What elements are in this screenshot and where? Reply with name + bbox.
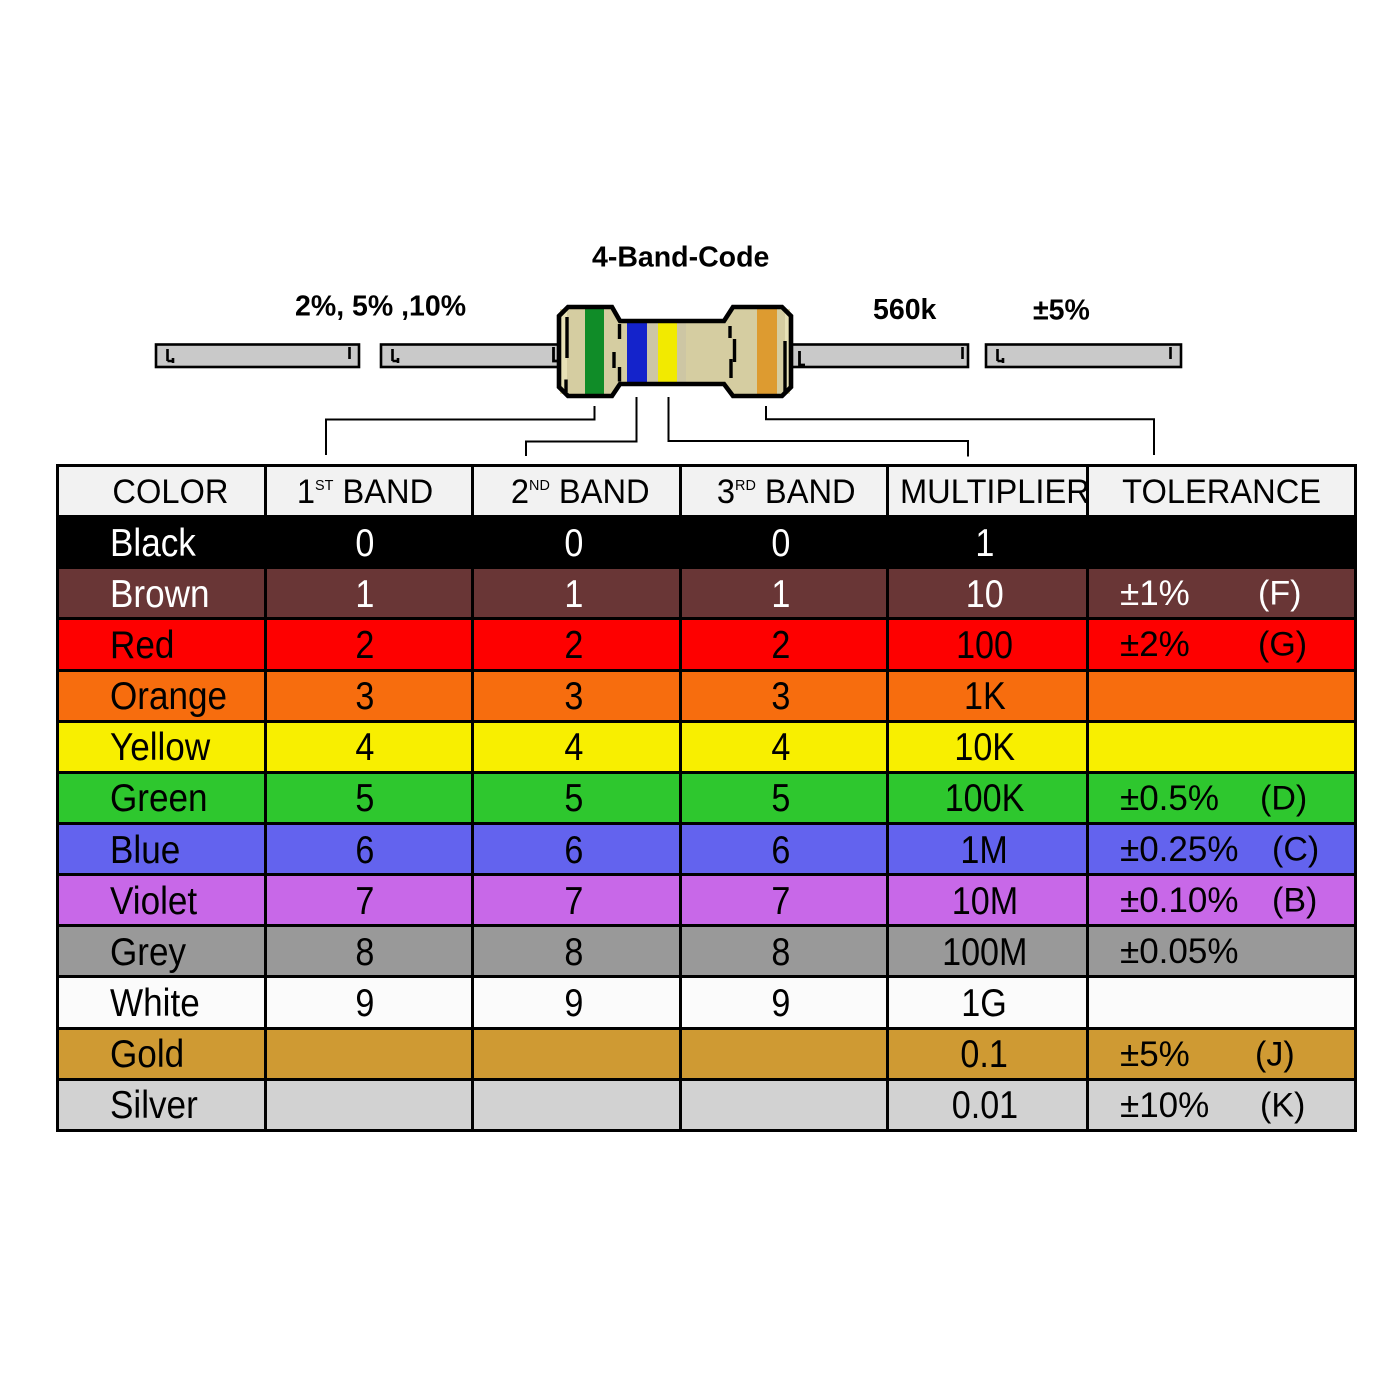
svg-text:2%, 5% ,10%: 2%, 5% ,10%	[295, 291, 466, 323]
svg-text:4-Band-Code: 4-Band-Code	[592, 242, 769, 274]
svg-text:560k: 560k	[873, 294, 937, 326]
svg-text:±5%: ±5%	[1033, 295, 1090, 327]
